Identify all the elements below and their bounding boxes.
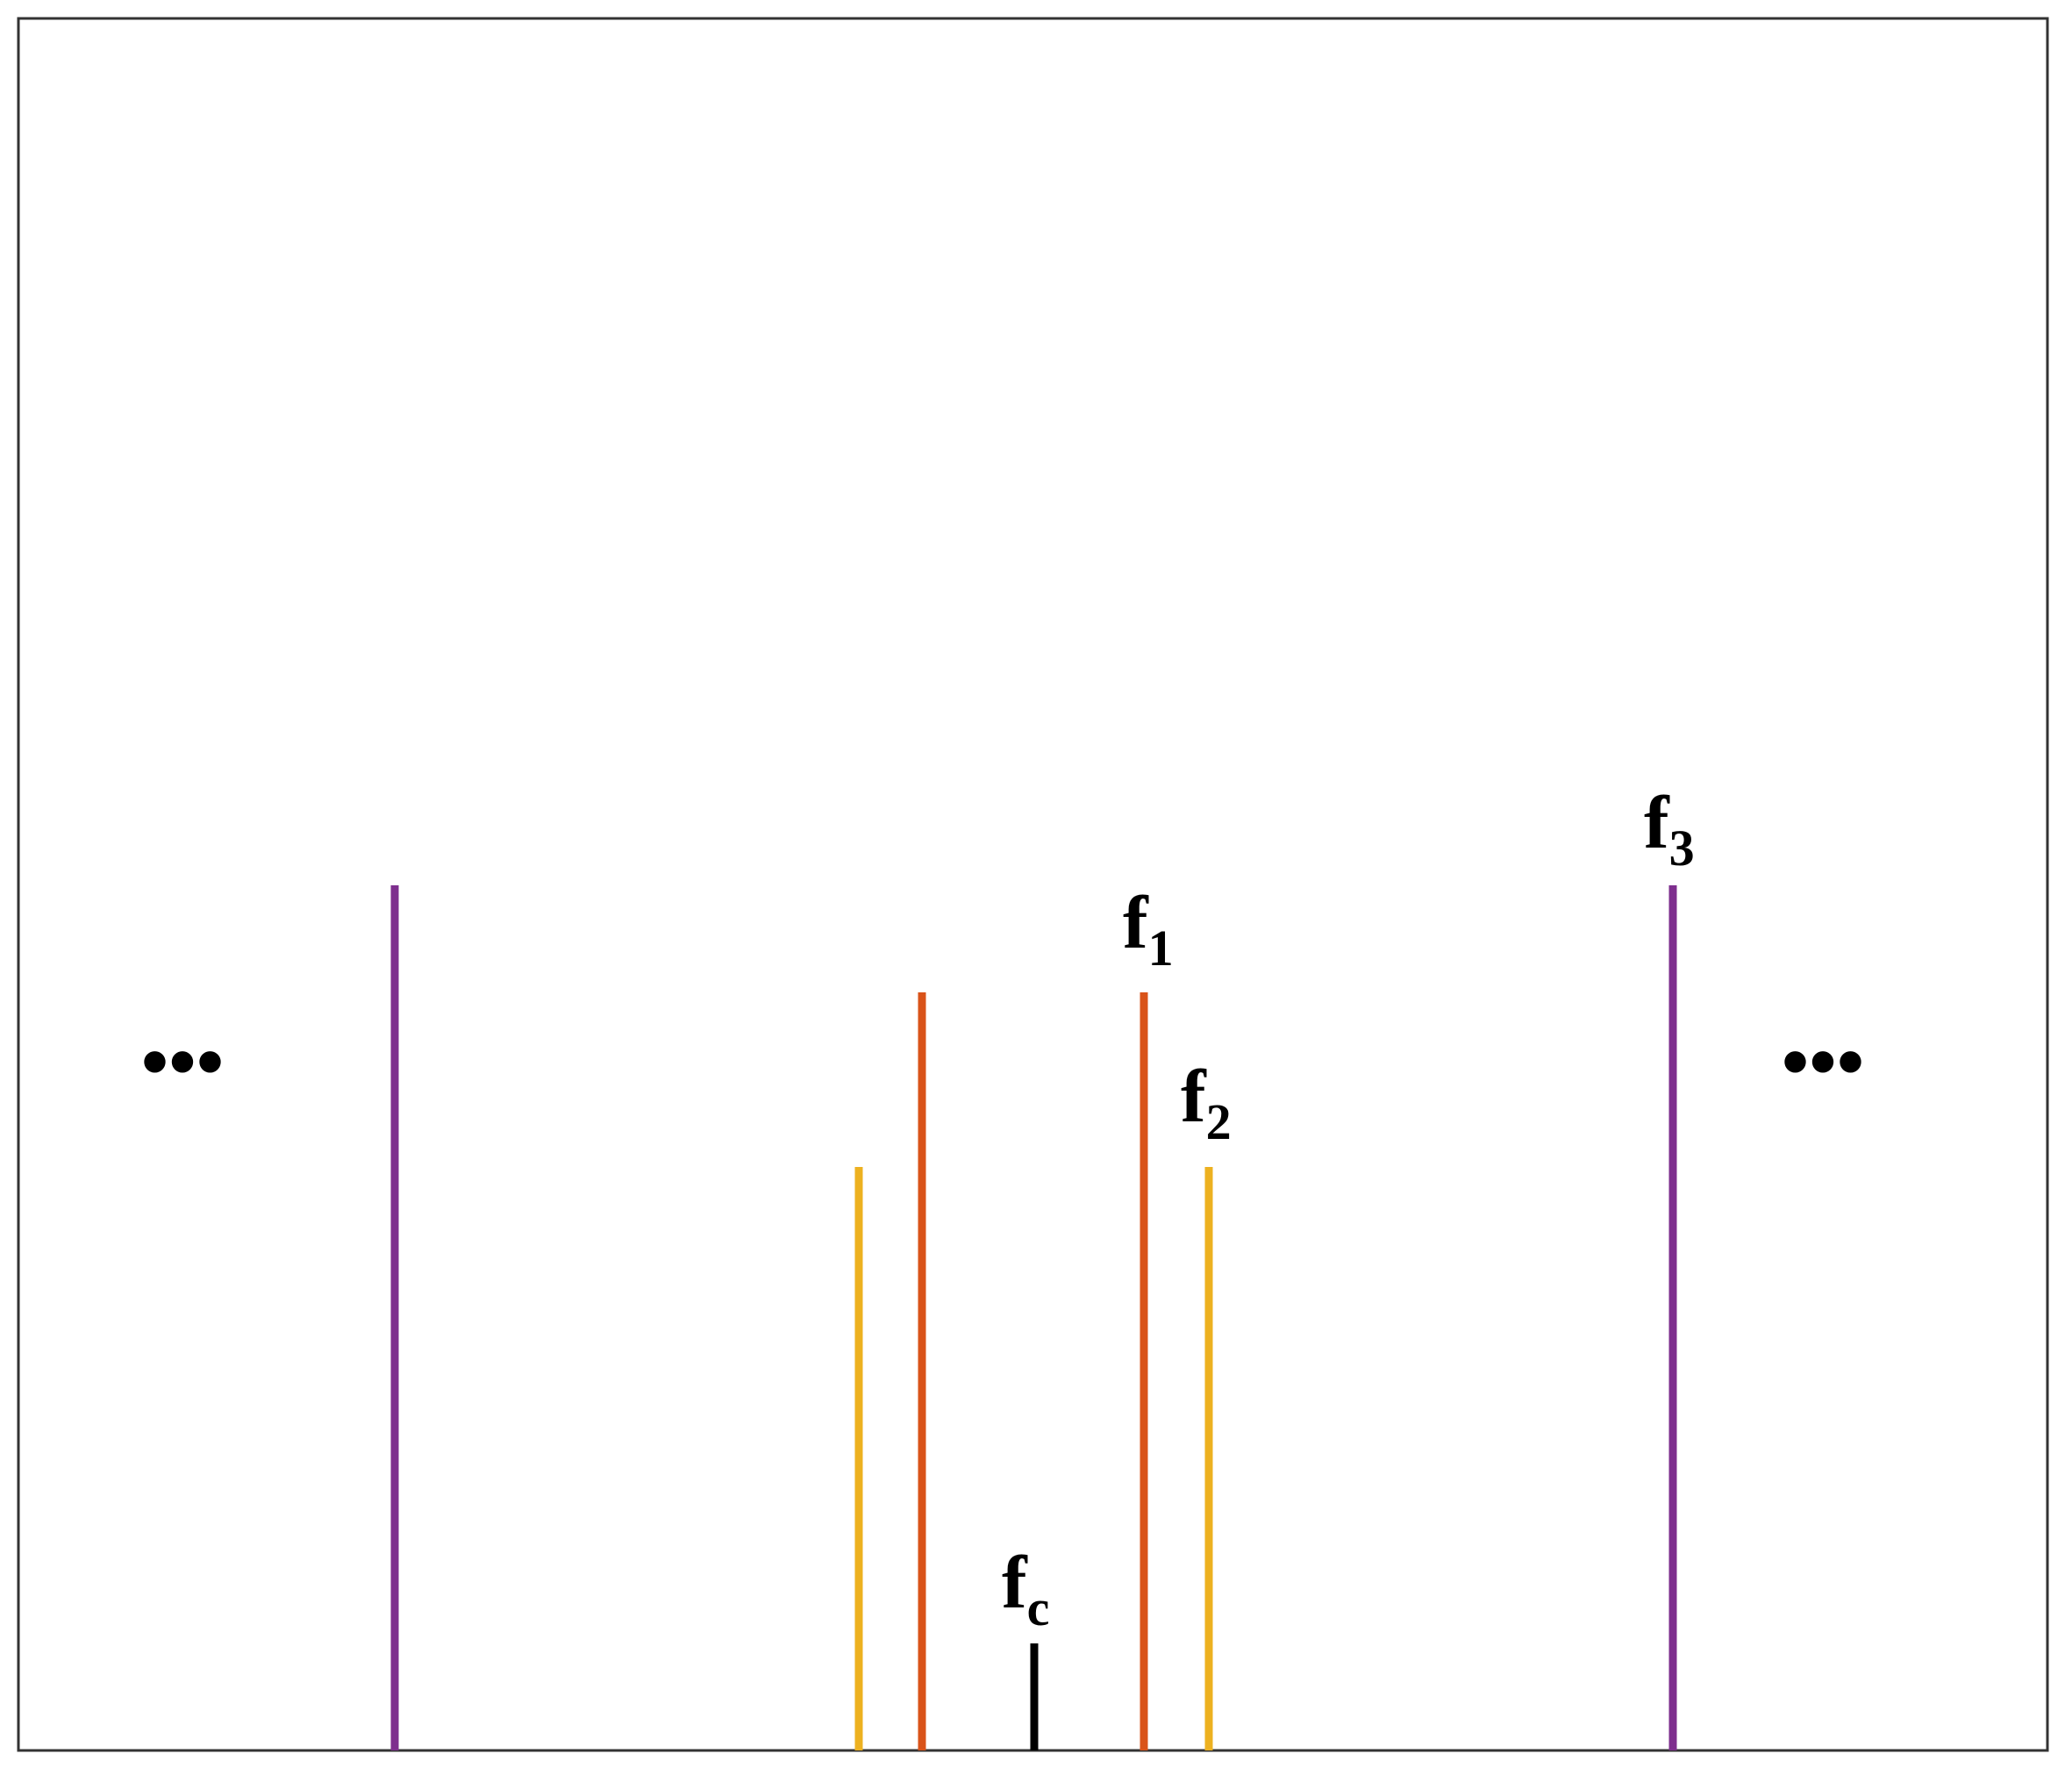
label-main: f: [1181, 1054, 1207, 1138]
label-main: f: [1644, 780, 1670, 864]
label-f2: f2: [1181, 1054, 1232, 1150]
label-f3: f3: [1644, 780, 1695, 877]
ellipsis: •••: [1782, 1019, 1865, 1106]
label-fc: fc: [1002, 1540, 1049, 1636]
label-sub: c: [1027, 1579, 1050, 1636]
frame: [17, 17, 2049, 1752]
spectral-lines: [390, 885, 1677, 1750]
label-f1: f1: [1123, 880, 1174, 977]
label-main: f: [1123, 880, 1149, 964]
label-sub: 3: [1669, 820, 1695, 877]
label-sub: 2: [1206, 1093, 1232, 1150]
label-main: f: [1002, 1540, 1028, 1624]
label-sub: 1: [1148, 920, 1174, 977]
ellipsis: •••: [141, 1019, 225, 1106]
